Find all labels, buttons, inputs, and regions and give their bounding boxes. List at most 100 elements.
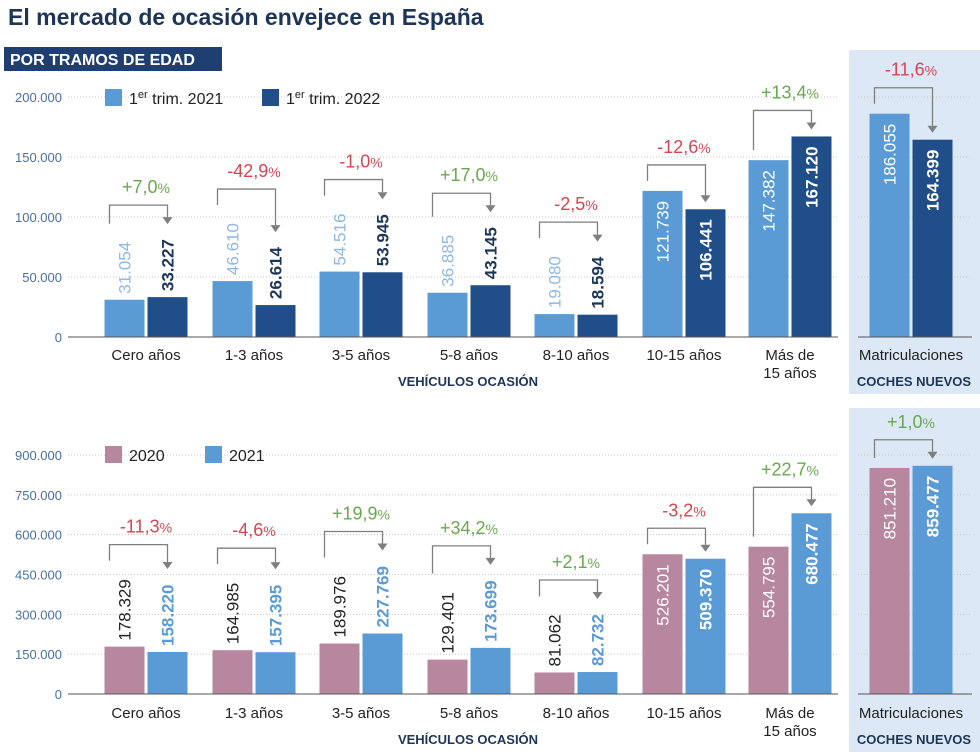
change-pct: +22,7%	[761, 459, 819, 479]
chart-1: 200.000 150.000 100.000 50.000 0 1er trim. 20…	[15, 50, 980, 394]
category-label: 5-8 años	[440, 705, 498, 722]
data-label: 509.370	[697, 569, 716, 630]
data-label: 173.699	[482, 580, 501, 641]
new-cars-title: COCHES NUEVOS	[857, 374, 971, 389]
category-label: 1-3 años	[225, 347, 283, 364]
y-tick-label: 150.000	[15, 150, 62, 165]
category-label: 5-8 años	[440, 347, 498, 364]
y-tick-label: 150.000	[15, 647, 62, 662]
arrow-head	[592, 592, 603, 600]
section-tag-bg	[4, 47, 222, 71]
data-label: 147.382	[760, 170, 779, 231]
change-arrow	[646, 164, 707, 196]
category-label: 15 años	[763, 723, 816, 740]
legend-swatch	[105, 89, 122, 106]
y-tick-label: 0	[55, 687, 62, 702]
bar	[470, 647, 511, 694]
bar	[685, 209, 726, 337]
arrow-head	[270, 562, 281, 570]
change-arrow	[323, 530, 384, 558]
arrow-head	[592, 234, 603, 242]
bar	[791, 136, 832, 337]
data-label: 18.594	[589, 256, 608, 309]
y-tick-label: 450.000	[15, 568, 62, 583]
change-arrow	[431, 192, 492, 217]
bar	[362, 272, 403, 337]
category-label: 10-15 años	[646, 705, 721, 722]
category-label: 8-10 años	[543, 347, 610, 364]
data-label: 33.227	[159, 239, 178, 291]
bar	[912, 139, 953, 337]
change-arrow	[538, 221, 599, 239]
data-label: 54.516	[331, 214, 350, 266]
bar	[104, 646, 145, 694]
change-arrow	[752, 486, 813, 537]
category-label: Matriculaciones	[859, 705, 963, 722]
bar	[147, 297, 188, 337]
data-label: 526.201	[654, 564, 673, 625]
bar	[427, 659, 468, 694]
arrow-head	[485, 205, 496, 213]
bar	[748, 546, 789, 694]
y-tick-label: 0	[55, 330, 62, 345]
bar	[319, 271, 360, 337]
change-arrow	[752, 109, 813, 151]
arrow-head	[700, 544, 711, 552]
bar	[685, 558, 726, 694]
bar	[319, 643, 360, 694]
data-label: 129.401	[439, 592, 458, 653]
arrow-head	[927, 451, 938, 459]
category-label: Matriculaciones	[859, 347, 963, 364]
change-pct: -11,6%	[885, 60, 937, 80]
bar	[642, 554, 683, 694]
change-pct: +19,9%	[332, 504, 390, 524]
bar	[255, 652, 296, 694]
change-arrow	[646, 527, 707, 545]
x-axis-title: VEHÍCULOS OCASIÓN	[398, 732, 538, 747]
change-pct: +34,2%	[440, 518, 498, 538]
arrow-head	[270, 225, 281, 233]
data-label: 859.477	[924, 476, 943, 537]
bar	[104, 299, 145, 337]
y-tick-label: 200.000	[15, 90, 62, 105]
change-pct: -42,9%	[227, 161, 280, 181]
category-label: 15 años	[763, 365, 816, 382]
bar	[362, 633, 403, 694]
data-label: 554.795	[760, 557, 779, 618]
category-label: 8-10 años	[543, 705, 610, 722]
y-tick-label: 300.000	[15, 607, 62, 622]
bar	[577, 672, 618, 694]
category-label: 10-15 años	[646, 347, 721, 364]
change-arrow	[873, 439, 934, 458]
y-tick-label: 600.000	[15, 528, 62, 543]
data-label: 178.329	[116, 579, 135, 640]
arrow-head	[162, 561, 173, 569]
arrow-head	[377, 543, 388, 551]
category-label: Más de	[765, 705, 814, 722]
change-arrow	[108, 543, 169, 562]
legend-label: 2020	[129, 448, 165, 465]
new-cars-title: COCHES NUEVOS	[857, 732, 971, 747]
arrow-head	[377, 192, 388, 200]
bar	[255, 305, 296, 337]
bar	[534, 672, 575, 694]
legend-swatch	[105, 446, 122, 463]
bar	[470, 285, 511, 337]
arrow-head	[927, 125, 938, 133]
y-tick-label: 750.000	[15, 488, 62, 503]
data-label: 53.945	[374, 214, 393, 266]
y-tick-label: 900.000	[15, 448, 62, 463]
data-label: 43.145	[482, 227, 501, 279]
change-pct: -2,5%	[554, 194, 597, 214]
y-tick-label: 50.000	[22, 270, 62, 285]
bar	[791, 513, 832, 694]
arrow-head	[162, 217, 173, 225]
data-label: 851.210	[881, 478, 900, 539]
x-axis-title: VEHÍCULOS OCASIÓN	[398, 374, 538, 389]
bar	[642, 190, 683, 337]
data-label: 680.477	[803, 523, 822, 584]
category-label: Más de	[765, 347, 814, 364]
arrow-head	[485, 557, 496, 565]
bar	[534, 314, 575, 337]
